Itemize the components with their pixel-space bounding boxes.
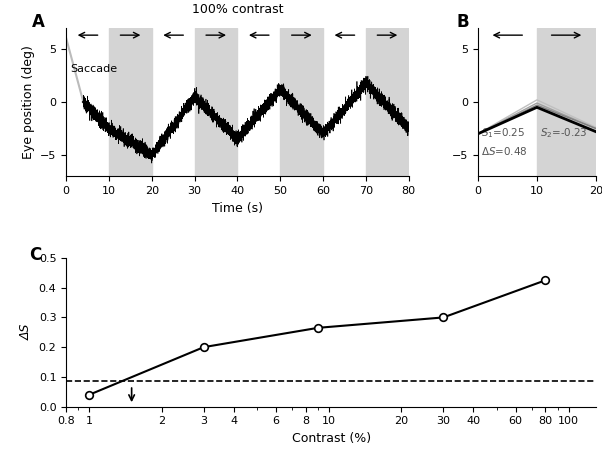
Bar: [366, 28, 409, 176]
Text: B: B: [456, 13, 469, 31]
Text: $S_1$=0.25: $S_1$=0.25: [481, 126, 524, 140]
Text: Saccade: Saccade: [70, 64, 117, 74]
X-axis label: Time (s): Time (s): [212, 201, 263, 214]
Bar: [194, 28, 238, 176]
Text: $S_2$=-0.23: $S_2$=-0.23: [540, 126, 588, 140]
Text: 100% contrast: 100% contrast: [192, 3, 284, 16]
Text: C: C: [29, 246, 42, 264]
Bar: [109, 28, 152, 176]
Y-axis label: ΔS: ΔS: [20, 324, 33, 340]
Y-axis label: Eye position (deg): Eye position (deg): [22, 45, 34, 159]
Bar: [537, 28, 596, 176]
Text: A: A: [32, 13, 45, 31]
X-axis label: Contrast (%): Contrast (%): [291, 432, 371, 445]
Bar: [281, 28, 323, 176]
Text: $\Delta S$=0.48: $\Delta S$=0.48: [481, 145, 527, 157]
